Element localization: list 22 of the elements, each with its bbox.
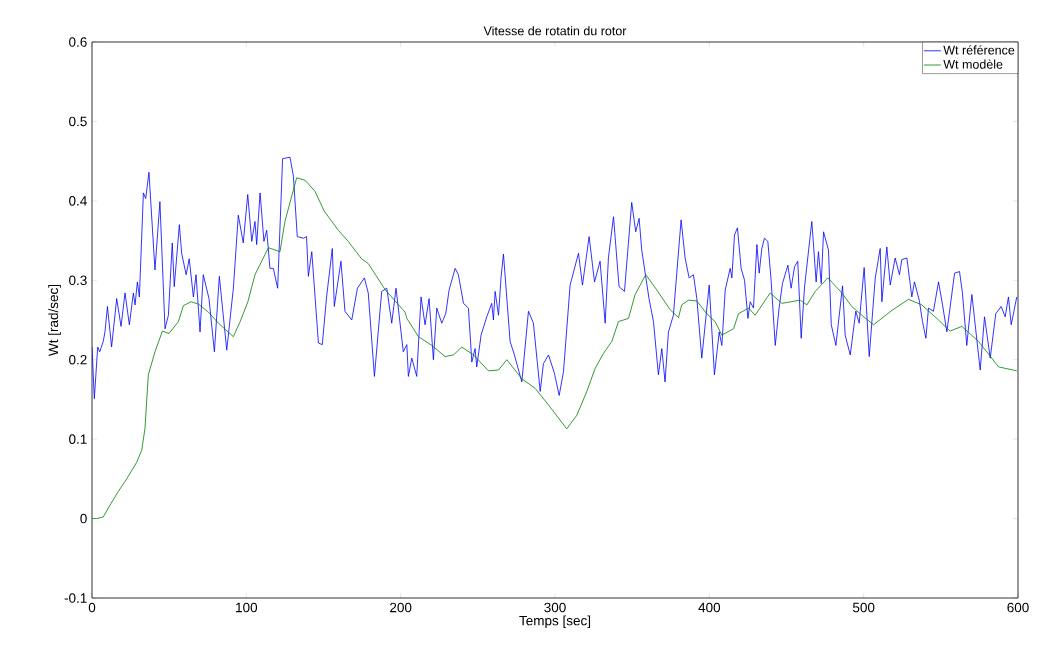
chart-title: Vitesse de rotatin du rotor: [483, 26, 627, 36]
y-tick-label: -0.1: [64, 593, 87, 603]
x-tick-label: 400: [698, 602, 721, 613]
y-tick-label: 0.5: [69, 116, 87, 127]
y-tick-label: 0.6: [69, 37, 87, 47]
x-tick-label: 500: [852, 602, 875, 613]
y-tick-label: 0.2: [69, 354, 87, 365]
x-tick-label: 300: [544, 602, 566, 613]
y-axis-title: Wt [rad/sec]: [48, 284, 61, 356]
y-tick-label: 0.3: [69, 275, 87, 286]
legend-label: Wt référence: [943, 45, 1015, 55]
x-tick-label: 600: [1007, 602, 1029, 613]
x-tick-label: 100: [236, 602, 258, 613]
legend-label: Wt modèle: [943, 59, 1003, 69]
y-tick-label: 0: [80, 513, 87, 524]
y-tick-label: 0.1: [69, 434, 87, 444]
x-tick-label: 200: [390, 602, 412, 613]
x-tick-label: 0: [88, 602, 96, 613]
x-axis-title: Temps [sec]: [519, 615, 591, 629]
line-series: [92, 156, 1018, 400]
y-tick-label: 0.4: [69, 196, 87, 206]
line-series: [92, 177, 1018, 519]
